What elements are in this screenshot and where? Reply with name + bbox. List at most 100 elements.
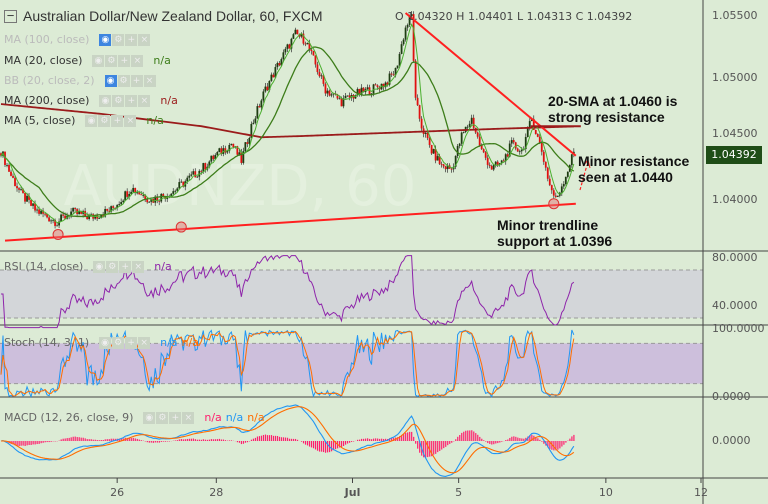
candle-body xyxy=(420,118,423,129)
macd-histogram-bar xyxy=(332,441,335,451)
legend-stoch[interactable]: Stoch (14, 3, 1) ◉ ⚙ + × n/a n/a xyxy=(4,336,199,349)
macd-histogram-bar xyxy=(334,441,337,450)
plus-icon[interactable]: + xyxy=(125,336,138,349)
legend-macd[interactable]: MACD (12, 26, close, 9) ◉ ⚙ + × n/a n/a n/a xyxy=(4,411,265,424)
candle-body xyxy=(418,105,421,119)
candle-body xyxy=(194,171,197,178)
rsi-band xyxy=(0,270,703,318)
eye-icon[interactable]: ◉ xyxy=(85,114,98,127)
eye-icon[interactable]: ◉ xyxy=(92,54,105,67)
eye-icon[interactable]: ◉ xyxy=(99,336,112,349)
candle-body xyxy=(174,190,177,192)
annotation-line: 20-SMA at 1.0460 is xyxy=(548,93,678,109)
candle-body xyxy=(508,143,511,157)
last-price-label: 1.04392 xyxy=(706,146,762,164)
price-tick: 1.04000 xyxy=(712,193,758,206)
macd-histogram-bar xyxy=(399,436,401,441)
eye-icon[interactable]: ◉ xyxy=(143,411,156,424)
macd-histogram-bar xyxy=(252,438,255,441)
symbol-title: Australian Dollar/New Zealand Dollar, 60… xyxy=(23,8,323,24)
macd-histogram-bar xyxy=(294,438,297,441)
macd-histogram-bar xyxy=(541,441,543,442)
macd-histogram-bar xyxy=(485,441,487,442)
plus-icon[interactable]: + xyxy=(125,94,138,107)
candle-body xyxy=(504,154,507,162)
close-icon[interactable]: × xyxy=(143,74,156,87)
candle-body xyxy=(490,166,493,170)
macd-histogram-bar xyxy=(423,441,425,458)
candle-body xyxy=(476,132,479,137)
candle-body xyxy=(366,87,369,90)
candle-body xyxy=(284,48,287,53)
gear-icon[interactable]: ⚙ xyxy=(112,336,125,349)
candle-body xyxy=(262,91,265,101)
plus-icon[interactable]: + xyxy=(111,114,124,127)
macd-histogram-bar xyxy=(445,441,447,447)
candle-body xyxy=(536,134,539,137)
gear-icon[interactable]: ⚙ xyxy=(106,260,119,273)
macd-histogram-bar xyxy=(363,438,365,441)
legend-ma5[interactable]: MA (5, close) ◉ ⚙ + × n/a xyxy=(4,114,164,127)
plus-icon[interactable]: + xyxy=(169,411,182,424)
plus-icon[interactable]: + xyxy=(125,33,138,46)
candle-body xyxy=(154,196,157,203)
legend-ma20[interactable]: MA (20, close) ◉ ⚙ + × n/a xyxy=(4,54,171,67)
macd-histogram-bar xyxy=(292,438,295,441)
eye-icon[interactable]: ◉ xyxy=(93,260,106,273)
close-icon[interactable]: × xyxy=(138,336,151,349)
close-icon[interactable]: × xyxy=(132,260,145,273)
close-icon[interactable]: × xyxy=(124,114,137,127)
legend-ma200[interactable]: MA (200, close) ◉ ⚙ + × n/a xyxy=(4,94,178,107)
candle-body xyxy=(10,171,12,176)
close-icon[interactable]: × xyxy=(182,411,195,424)
candle-body xyxy=(42,210,44,214)
eye-icon[interactable]: ◉ xyxy=(99,94,112,107)
macd-histogram-bar xyxy=(373,438,375,441)
candle-body xyxy=(50,220,52,222)
candle-body xyxy=(336,94,339,99)
eye-icon[interactable]: ◉ xyxy=(104,74,117,87)
gear-icon[interactable]: ⚙ xyxy=(117,74,130,87)
close-icon[interactable]: × xyxy=(138,33,151,46)
candle-body xyxy=(248,137,251,144)
collapse-icon[interactable]: − xyxy=(4,9,17,23)
gear-icon[interactable]: ⚙ xyxy=(112,94,125,107)
candle-body xyxy=(314,55,317,65)
gear-icon[interactable]: ⚙ xyxy=(156,411,169,424)
gear-icon[interactable]: ⚙ xyxy=(105,54,118,67)
macd-histogram-bar xyxy=(316,441,319,451)
plus-icon[interactable]: + xyxy=(119,260,132,273)
candle-body xyxy=(244,142,247,152)
plus-icon[interactable]: + xyxy=(118,54,131,67)
macd-histogram-bar xyxy=(276,435,279,441)
macd-histogram-bar xyxy=(519,438,521,441)
macd-histogram-bar xyxy=(80,437,82,441)
legend-bb[interactable]: BB (20, close, 2) ◉ ⚙ + × xyxy=(4,74,156,87)
macd-histogram-bar xyxy=(98,440,100,441)
macd-histogram-bar xyxy=(495,441,497,444)
candle-body xyxy=(408,15,411,25)
gear-icon[interactable]: ⚙ xyxy=(112,33,125,46)
candle-body xyxy=(296,29,299,35)
close-icon[interactable]: × xyxy=(131,54,144,67)
legend-rsi[interactable]: RSI (14, close) ◉ ⚙ + × n/a xyxy=(4,260,172,273)
macd-histogram-bar xyxy=(100,440,102,441)
candle-body xyxy=(438,156,441,164)
plus-icon[interactable]: + xyxy=(130,74,143,87)
macd-histogram-bar xyxy=(563,441,565,445)
macd-histogram-bar xyxy=(96,440,98,441)
candle-body xyxy=(304,43,307,45)
gear-icon[interactable]: ⚙ xyxy=(98,114,111,127)
candle-body xyxy=(502,160,505,162)
eye-icon[interactable]: ◉ xyxy=(99,33,112,46)
candle-body xyxy=(238,152,241,155)
close-icon[interactable]: × xyxy=(138,94,151,107)
macd-histogram-bar xyxy=(208,439,210,441)
candle-body xyxy=(162,194,165,197)
candle-body xyxy=(0,153,2,156)
legend-ma100[interactable]: MA (100, close) ◉ ⚙ + × xyxy=(4,33,151,46)
candle-body xyxy=(158,200,161,202)
candle-body xyxy=(226,151,229,153)
candle-body xyxy=(74,208,77,210)
